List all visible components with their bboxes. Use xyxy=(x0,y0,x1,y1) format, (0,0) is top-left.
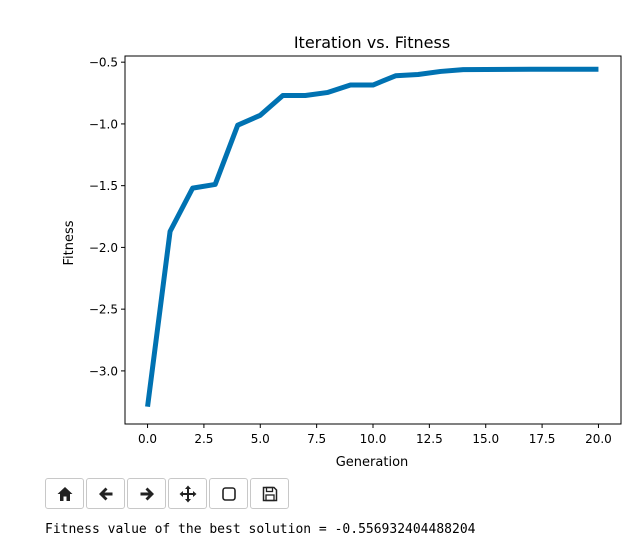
pan-button[interactable] xyxy=(168,478,207,509)
navigation-toolbar xyxy=(45,478,289,509)
zoom-rect-icon xyxy=(221,486,236,501)
chart-title: Iteration vs. Fitness xyxy=(294,33,450,52)
x-tick-label: 12.5 xyxy=(416,432,443,446)
y-axis-label: Fitness xyxy=(62,220,77,265)
y-tick-label: −1.5 xyxy=(89,179,118,193)
zoom-button[interactable] xyxy=(209,478,248,509)
save-button[interactable] xyxy=(250,478,289,509)
x-tick-label: 17.5 xyxy=(529,432,556,446)
series-line-0 xyxy=(145,66,599,408)
arrow-left-icon xyxy=(98,487,112,500)
save-icon xyxy=(262,486,277,501)
move-icon xyxy=(179,485,196,502)
x-tick-label: 0.0 xyxy=(138,432,157,446)
x-tick-label: 10.0 xyxy=(360,432,387,446)
best-solution-output: Fitness value of the best solution = -0.… xyxy=(45,522,476,537)
home-icon xyxy=(57,486,72,501)
plot-area: 0.0 2.5 5.0 7.5 10.0 12.5 15.0 17.5 20.0 −3.0 −2.5… xyxy=(89,55,622,446)
x-axis-label: Generation xyxy=(336,455,409,470)
chart-figure: Iteration vs. Fitness 0.0 2.5 5.0 7.5 10.0 12… xyxy=(62,33,622,470)
x-tick-label: 15.0 xyxy=(472,432,499,446)
axes-frame xyxy=(124,55,622,425)
x-tick-label: 5.0 xyxy=(251,432,270,446)
x-tick-label: 7.5 xyxy=(307,432,326,446)
x-tick-label: 2.5 xyxy=(194,432,213,446)
x-tick-label: 20.0 xyxy=(585,432,612,446)
y-tick-label: −1.0 xyxy=(89,117,118,131)
y-tick-label: −3.0 xyxy=(89,364,118,378)
y-tick-label: −2.5 xyxy=(89,303,118,317)
arrow-right-icon xyxy=(140,487,154,500)
y-tick-label: −0.5 xyxy=(89,56,118,70)
back-button[interactable] xyxy=(86,478,125,509)
home-button[interactable] xyxy=(45,478,84,509)
forward-button[interactable] xyxy=(127,478,166,509)
y-tick-label: −2.0 xyxy=(89,241,118,255)
